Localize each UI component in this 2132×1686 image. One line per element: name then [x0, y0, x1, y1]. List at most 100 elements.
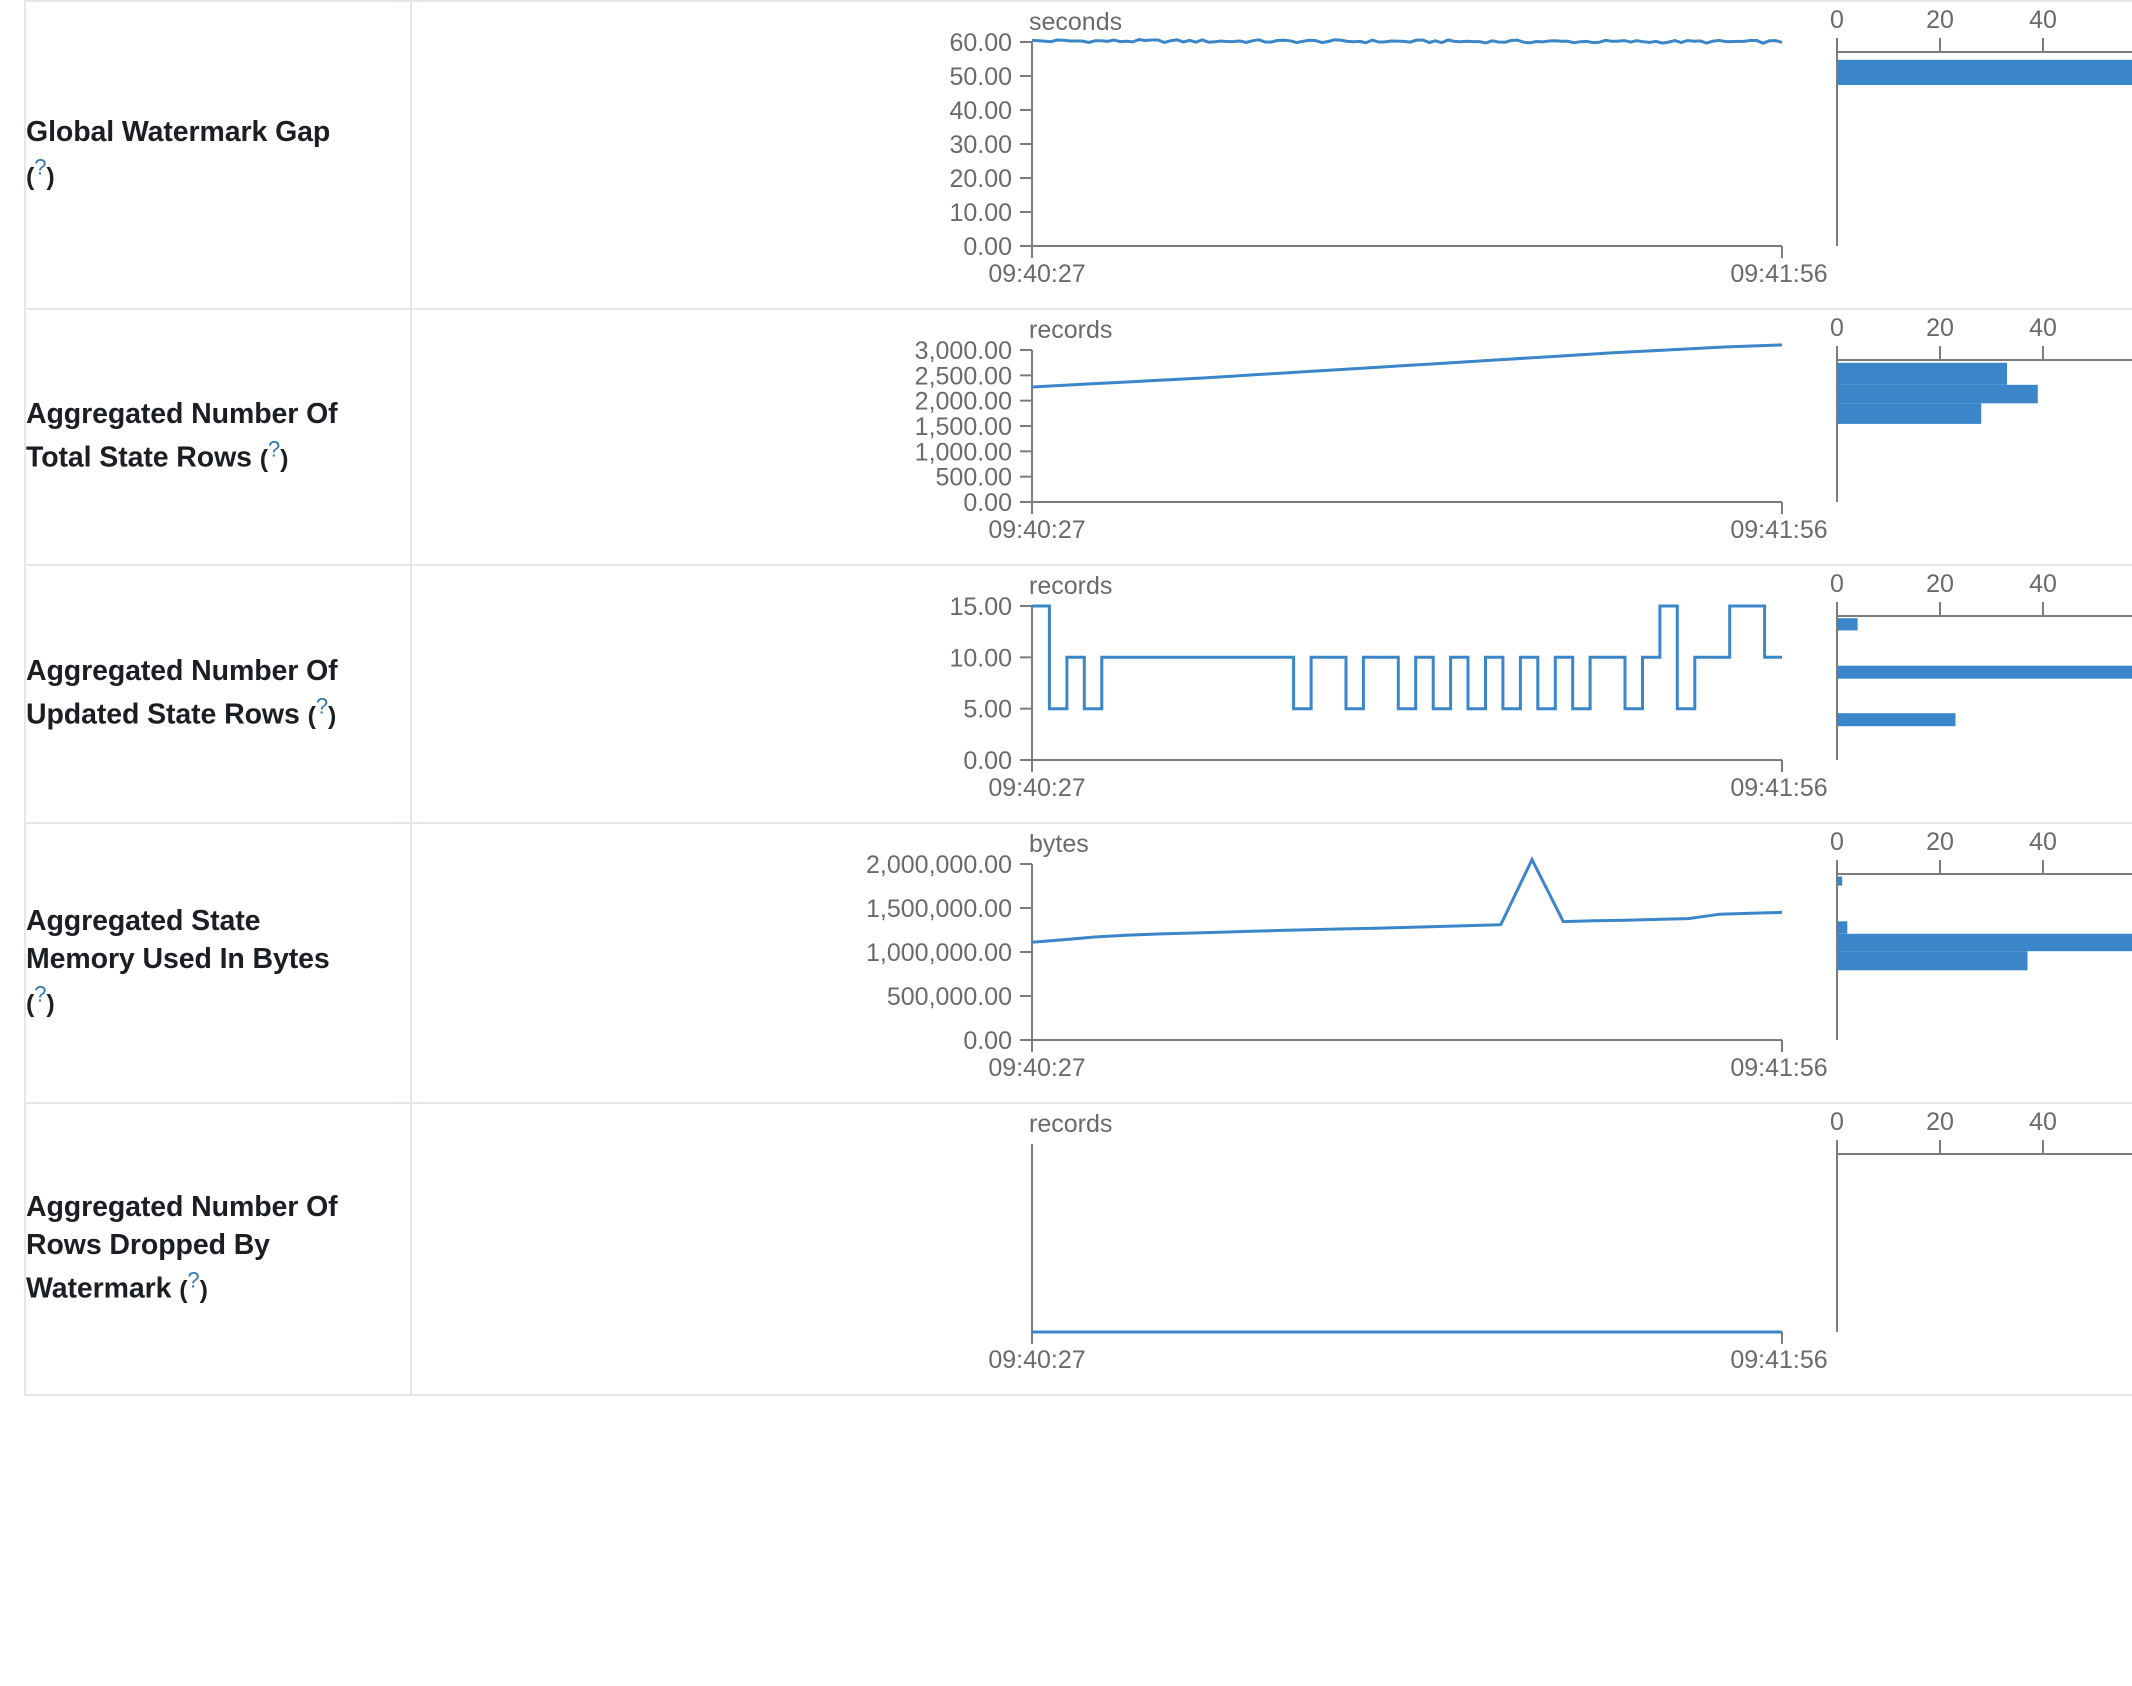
timeline-y-tick-label: 1,500,000.00: [866, 895, 1012, 923]
metric-title-line: Aggregated Number Of: [26, 655, 338, 688]
timeline-y-tick-label: 20.00: [949, 165, 1012, 193]
timeline-x-end-label: 09:41:56: [1730, 774, 1827, 802]
metric-row: Global Watermark Gap (?) seconds 0.00 10.00 2…: [24, 1, 2132, 310]
help-close-paren: ): [199, 1275, 208, 1304]
timeline-y-tick-label: 0.00: [963, 233, 1012, 261]
metrics-table: Global Watermark Gap (?) seconds 0.00 10.00 2…: [24, 0, 2132, 1396]
timeline-unit-label: records: [1029, 572, 1112, 600]
timeline-y-tick-label: 2,500.00: [915, 362, 1012, 390]
timeline-x-start-label: 09:40:27: [988, 260, 1085, 288]
histogram-x-tick-label: 0: [1830, 314, 1844, 342]
timeline-y-tick-label: 30.00: [949, 131, 1012, 159]
metric-title-line: Watermark: [26, 1272, 172, 1305]
metric-row: Aggregated Number Of Total State Rows (?)…: [24, 309, 2132, 566]
metric-chart-svg: records 0.00 5.00 10.00 15.00 09:40:27 09:41:5…: [949, 570, 2132, 802]
histogram-bar: [1837, 403, 1982, 424]
help-question-mark-icon[interactable]: ?: [187, 1267, 200, 1293]
timeline-y-tick-label: 1,000.00: [915, 438, 1012, 466]
metric-title-line: Rows Dropped By: [26, 1229, 270, 1262]
timeline-x-start-label: 09:40:27: [988, 774, 1085, 802]
histogram-x-tick-label: 20: [1926, 314, 1954, 342]
metric-chart-svg: seconds 0.00 10.00 20.00 30.00 40.00 50.00 60.0…: [949, 6, 2132, 288]
timeline-x-start-label: 09:40:27: [988, 516, 1085, 544]
histogram-bar: [1837, 384, 2038, 404]
metric-row: Aggregated Number Of Updated State Rows (…: [24, 565, 2132, 824]
histogram-x-tick-label: 40: [2029, 1108, 2057, 1136]
timeline-y-tick-label: 10.00: [949, 199, 1012, 227]
metric-label-cell: Aggregated State Memory Used In Bytes (?): [24, 823, 412, 1104]
timeline-y-tick-label: 60.00: [949, 29, 1012, 57]
metric-row: Aggregated Number Of Rows Dropped By Water…: [24, 1103, 2132, 1396]
metric-title: Global Watermark Gap (?): [26, 114, 410, 195]
histogram-bar: [1837, 665, 2132, 679]
metric-help-group: (?): [307, 693, 337, 731]
histogram-bar: [1837, 59, 2132, 85]
histogram-bar: [1837, 618, 1858, 631]
timeline-series-line: [1031, 343, 1783, 389]
help-question-mark-icon[interactable]: ?: [267, 436, 281, 462]
timeline-x-end-label: 09:41:56: [1730, 516, 1827, 544]
help-open-paren: (: [307, 701, 316, 730]
help-question-mark-icon[interactable]: ?: [315, 693, 328, 719]
metric-title-line: Memory Used In Bytes: [26, 943, 330, 976]
metric-chart-cell: records 0.00 5.00 10.00 15.00 09:40:27 09:41:5…: [411, 565, 2132, 824]
help-close-paren: ): [46, 162, 55, 191]
timeline-x-end-label: 09:41:56: [1730, 1054, 1827, 1082]
help-close-paren: ): [280, 444, 289, 473]
timeline-series-line: [1031, 856, 1783, 944]
help-open-paren: (: [259, 444, 268, 473]
metric-chart-svg: bytes 0.00 500,000.00 1,000,000.00 1,500,000…: [866, 828, 2132, 1082]
timeline-y-tick-label: 1,500.00: [915, 413, 1012, 441]
metric-title-line: Aggregated Number Of: [26, 398, 338, 431]
histogram-x-tick-label: 40: [2029, 828, 2057, 856]
histogram-bar: [1837, 876, 1843, 886]
histogram-x-tick-label: 0: [1830, 828, 1844, 856]
histogram-x-tick-label: 40: [2029, 6, 2057, 34]
timeline-y-tick-label: 2,000.00: [915, 388, 1012, 416]
help-question-mark-icon[interactable]: ?: [34, 154, 47, 180]
metric-help-group: (?): [26, 154, 55, 192]
help-close-paren: ): [46, 989, 55, 1018]
histogram-x-tick-label: 0: [1830, 570, 1844, 598]
histogram-x-tick-label: 0: [1830, 1108, 1844, 1136]
timeline-y-tick-label: 500.00: [936, 464, 1012, 492]
metric-title-line: Total State Rows: [26, 441, 252, 474]
metric-label-cell: Aggregated Number Of Total State Rows (?): [24, 309, 412, 566]
timeline-y-tick-label: 500,000.00: [887, 983, 1012, 1011]
metric-chart-svg: records09:40:2709:41:56020406080100#batc…: [988, 1108, 2132, 1374]
metric-label-cell: Aggregated Number Of Rows Dropped By Water…: [24, 1103, 412, 1396]
histogram-bar: [1837, 933, 2132, 952]
help-open-paren: (: [26, 162, 35, 191]
timeline-x-end-label: 09:41:56: [1730, 260, 1827, 288]
timeline-y-tick-label: 0.00: [963, 747, 1012, 775]
histogram-bar: [1837, 921, 1848, 934]
metric-chart-cell: records 0.00 500.00 1,000.00 1,500.00 2,000.0…: [411, 309, 2132, 566]
timeline-y-tick-label: 3,000.00: [915, 337, 1012, 365]
metric-title: Aggregated Number Of Updated State Rows (…: [26, 653, 410, 734]
histogram-x-tick-label: 20: [1926, 570, 1954, 598]
timeline-series-line: [1032, 604, 1782, 711]
metric-title-line: Aggregated Number Of: [26, 1191, 338, 1224]
metric-row: Aggregated State Memory Used In Bytes (?) b…: [24, 823, 2132, 1104]
timeline-x-end-label: 09:41:56: [1730, 1346, 1827, 1374]
timeline-unit-label: bytes: [1029, 830, 1089, 858]
help-open-paren: (: [179, 1275, 188, 1304]
timeline-y-tick-label: 1,000,000.00: [866, 939, 1012, 967]
timeline-y-tick-label: 50.00: [949, 63, 1012, 91]
timeline-y-tick-label: 10.00: [949, 644, 1012, 672]
timeline-x-start-label: 09:40:27: [988, 1346, 1085, 1374]
metric-chart-cell: seconds 0.00 10.00 20.00 30.00 40.00 50.00 60.0…: [411, 1, 2132, 310]
timeline-unit-label: records: [1029, 316, 1112, 344]
help-close-paren: ): [327, 701, 337, 730]
histogram-x-tick-label: 20: [1926, 6, 1954, 34]
histogram-bar: [1837, 713, 1956, 727]
timeline-unit-label: seconds: [1029, 8, 1122, 36]
histogram-x-tick-label: 20: [1926, 828, 1954, 856]
metric-help-group: (?): [26, 981, 55, 1019]
histogram-x-tick-label: 40: [2029, 570, 2057, 598]
metric-chart-svg: records 0.00500.001,000.001,500.002,000.0…: [915, 314, 2132, 544]
metric-label-cell: Global Watermark Gap (?): [24, 1, 412, 310]
histogram-x-tick-label: 0: [1830, 6, 1844, 34]
help-question-mark-icon[interactable]: ?: [34, 981, 47, 1007]
